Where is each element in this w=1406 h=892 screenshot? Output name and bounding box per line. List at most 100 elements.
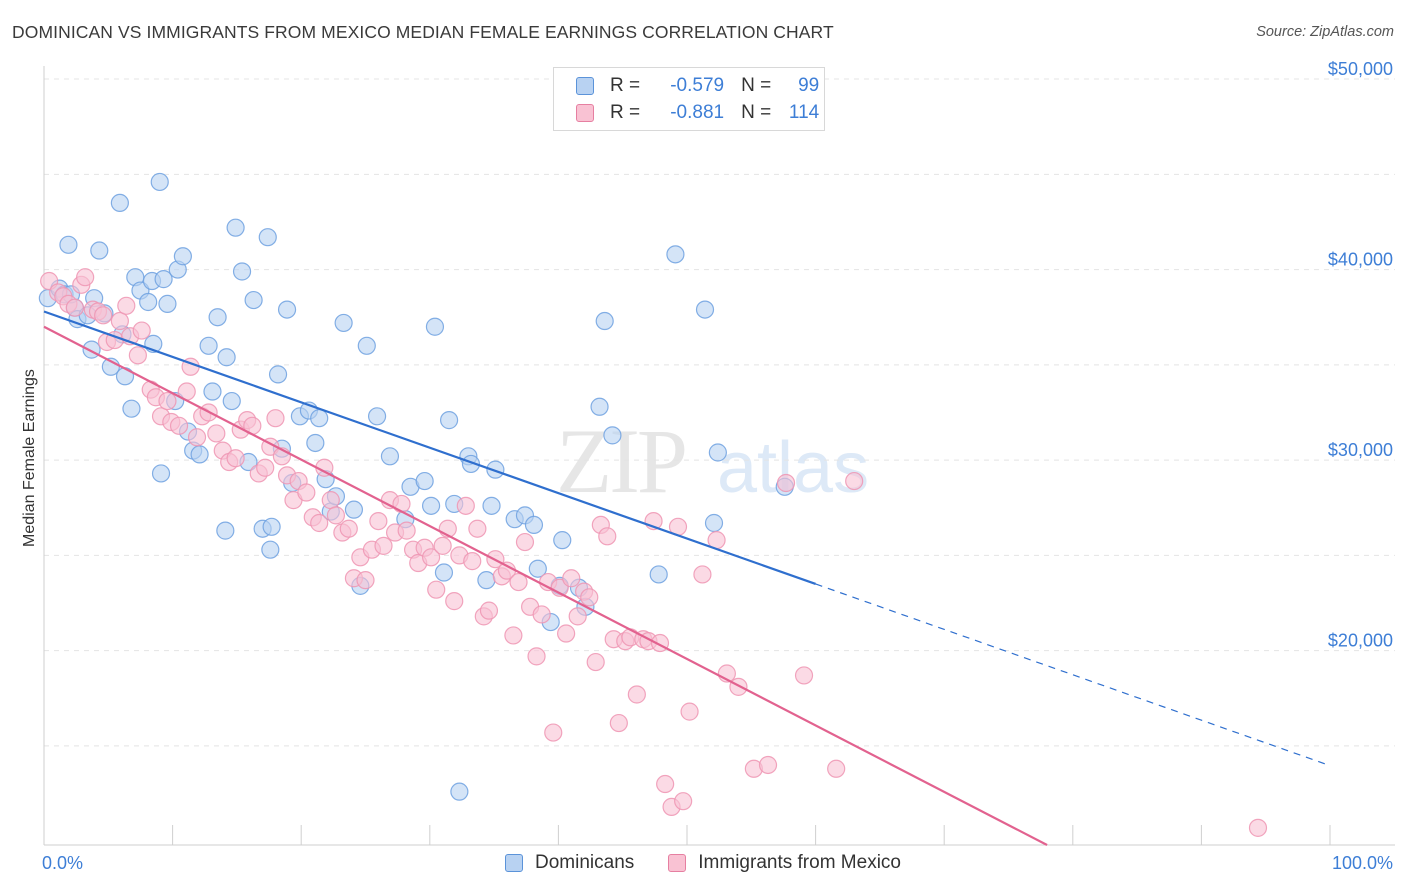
legend-row-dominicans: R = -0.579 N = 99 — [576, 74, 819, 98]
mexico-point — [845, 471, 864, 491]
dominicans-point — [216, 521, 235, 540]
dominicans-point — [258, 228, 277, 247]
dominicans-point — [708, 443, 727, 462]
mexico-point — [1248, 818, 1268, 837]
legend-r-label: R = — [610, 75, 641, 96]
mexico-point — [674, 792, 693, 811]
dominicans-point — [344, 500, 364, 519]
mexico-point — [580, 588, 599, 607]
mexico-point — [132, 321, 151, 340]
mexico-point — [557, 624, 576, 643]
y-tick-label: $30,000 — [1328, 440, 1393, 460]
series-swatch-mexico — [668, 854, 687, 872]
mexico-point — [532, 605, 551, 624]
x-tick-label: 0.0% — [42, 853, 83, 873]
y-axis-label: Median Female Earnings — [21, 369, 38, 547]
series-legend-mexico: Immigrants from Mexico — [668, 852, 901, 874]
correlation-legend: R = -0.579 N = 99 R = -0.881 N = 114 — [553, 67, 825, 131]
mexico-point — [158, 391, 177, 411]
dominicans-point — [603, 426, 622, 445]
dominicans-point — [367, 407, 387, 426]
mexico-point — [94, 306, 113, 325]
series-label-dominicans: Dominicans — [535, 852, 635, 873]
dominicans-point — [173, 247, 192, 266]
dominicans-point — [115, 367, 135, 386]
mexico-point — [266, 409, 285, 428]
series-swatch-dominicans — [505, 854, 524, 872]
dominicans-point — [154, 270, 173, 289]
mexico-point — [226, 449, 245, 468]
dominicans-point — [666, 245, 685, 264]
mexico-point — [169, 416, 189, 435]
dominicans-point — [90, 241, 109, 260]
dominicans-point — [695, 300, 715, 319]
data-points — [38, 172, 1268, 837]
dominicans-trend-extension — [815, 583, 1331, 767]
dominicans-point — [590, 397, 609, 416]
dominicans-point — [528, 559, 547, 578]
mexico-point — [656, 774, 675, 794]
mexico-point — [544, 723, 563, 742]
dominicans-point — [524, 515, 544, 535]
mexico-point — [356, 571, 375, 590]
mexico-point — [680, 702, 699, 721]
dominicans-point — [434, 563, 454, 582]
mexico-point — [326, 506, 346, 525]
mexico-point — [421, 548, 441, 567]
mexico-point — [456, 496, 475, 515]
dominicans-point — [704, 513, 724, 533]
mexico-point — [463, 552, 482, 571]
mexico-point — [397, 521, 416, 540]
x-tick-label: 100.0% — [1332, 853, 1393, 873]
dominicans-point — [190, 445, 209, 464]
dominicans-point — [357, 336, 376, 355]
dominicans-point — [232, 262, 252, 281]
mexico-point — [827, 759, 846, 778]
y-tick-label: $20,000 — [1328, 631, 1393, 651]
mexico-point — [256, 458, 275, 477]
legend-r-value-mexico: -0.881 — [670, 102, 725, 123]
mexico-point — [794, 666, 814, 685]
mexico-trend-line — [43, 325, 1048, 846]
mexico-point — [627, 685, 646, 704]
legend-row-mexico: R = -0.881 N = 114 — [576, 101, 819, 125]
mexico-point — [117, 296, 136, 315]
chart-title: DOMINICAN VS IMMIGRANTS FROM MEXICO MEDI… — [12, 22, 834, 42]
mexico-point — [65, 298, 84, 317]
mexico-point — [321, 491, 340, 510]
mexico-point — [207, 424, 226, 443]
mexico-point — [369, 511, 388, 531]
mexico-point — [509, 572, 528, 592]
dominicans-point — [244, 290, 263, 310]
dominicans-point — [380, 447, 400, 466]
dominicans-point — [439, 411, 459, 430]
mexico-point — [515, 532, 535, 552]
dominicans-point — [139, 292, 158, 312]
mexico-point — [110, 311, 129, 331]
legend-n-label: N = — [741, 75, 772, 96]
dominicans-point — [261, 540, 280, 559]
series-legend: Dominicans Immigrants from Mexico — [0, 852, 1406, 874]
watermark-zip: ZIP — [556, 410, 685, 512]
mexico-point — [433, 536, 452, 555]
dominicans-point — [262, 517, 281, 536]
mexico-point — [568, 607, 587, 626]
chart-source: Source: ZipAtlas.com — [1256, 24, 1394, 40]
legend-n-value-dominicans: 99 — [798, 75, 820, 96]
y-tick-label: $40,000 — [1328, 250, 1393, 270]
legend-swatch-dominicans — [576, 77, 594, 95]
mexico-point — [758, 755, 778, 775]
mexico-point — [374, 536, 393, 555]
legend-r-value-dominicans: -0.579 — [670, 75, 725, 96]
dominicans-point — [595, 311, 614, 331]
dominicans-point — [208, 308, 227, 327]
dominicans-point — [486, 460, 505, 479]
mexico-point — [445, 592, 464, 611]
mexico-point — [479, 601, 499, 620]
dominicans-point — [268, 365, 288, 384]
dominicans-point — [151, 464, 171, 483]
dominicans-point — [59, 235, 78, 254]
dominicans-point — [226, 218, 245, 237]
dominicans-point — [553, 531, 572, 550]
